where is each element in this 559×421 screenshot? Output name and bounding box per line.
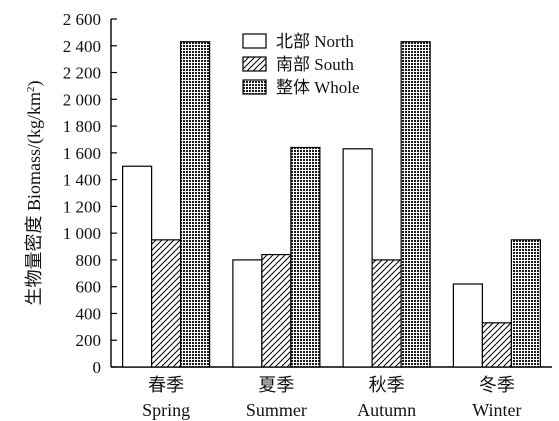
x-tick-label-cn: 夏季 <box>258 375 294 395</box>
y-tick-label: 800 <box>76 251 102 270</box>
bar <box>180 41 211 368</box>
legend-label: 北部 North <box>276 32 354 51</box>
plot-area: 0 200 400 600 800 1 000 1 200 1 400 1 600 1 800 2 … <box>63 10 552 420</box>
bar <box>342 148 373 368</box>
x-tick-label-en: Spring <box>142 400 190 420</box>
y-axis-title: 生物量密度 Biomass/(kg/km2) <box>24 80 45 305</box>
x-tick-label-en: Summer <box>246 400 307 420</box>
legend-swatch <box>242 33 267 49</box>
bar <box>371 259 402 368</box>
x-tick-label-en: Autumn <box>357 400 416 420</box>
bar <box>151 239 182 368</box>
y-axis-title-superscript: 2 <box>25 86 37 92</box>
bar <box>481 322 512 368</box>
bar <box>232 259 263 368</box>
bar <box>400 41 431 368</box>
bar <box>452 283 483 368</box>
x-tick-label-en: Winter <box>472 400 521 420</box>
x-tick-label-cn: 秋季 <box>369 375 405 395</box>
y-tick-label: 2 600 <box>63 10 101 29</box>
legend-swatch <box>242 79 267 95</box>
bar <box>261 253 292 368</box>
bar <box>510 239 541 368</box>
y-tick-label: 1 800 <box>63 117 101 136</box>
y-axis-title-prefix: 生物量密度 Biomass/(kg/km <box>24 92 45 306</box>
x-tick-label-cn: 春季 <box>148 375 184 395</box>
legend: 北部 North 南部 South 整体 Whole <box>242 32 360 97</box>
y-tick-label: 1 400 <box>63 171 101 190</box>
y-tick-label: 600 <box>76 278 102 297</box>
x-tick-label-cn: 冬季 <box>479 375 515 395</box>
y-tick-label: 1 000 <box>63 224 101 243</box>
y-tick-label: 1 200 <box>63 197 101 216</box>
y-tick-label: 2 000 <box>63 90 101 109</box>
legend-label: 南部 South <box>276 55 354 74</box>
y-tick-label: 200 <box>76 331 102 350</box>
bar <box>122 165 153 368</box>
y-tick-label: 2 200 <box>63 64 101 83</box>
legend-label: 整体 Whole <box>276 78 360 97</box>
y-axis-title-suffix: ) <box>24 80 45 86</box>
y-tick-label: 2 400 <box>63 37 101 56</box>
y-tick-label: 1 600 <box>63 144 101 163</box>
legend-swatch <box>242 56 267 72</box>
y-tick-label: 0 <box>93 358 102 377</box>
y-tick-label: 400 <box>76 304 102 323</box>
bar <box>290 146 321 368</box>
